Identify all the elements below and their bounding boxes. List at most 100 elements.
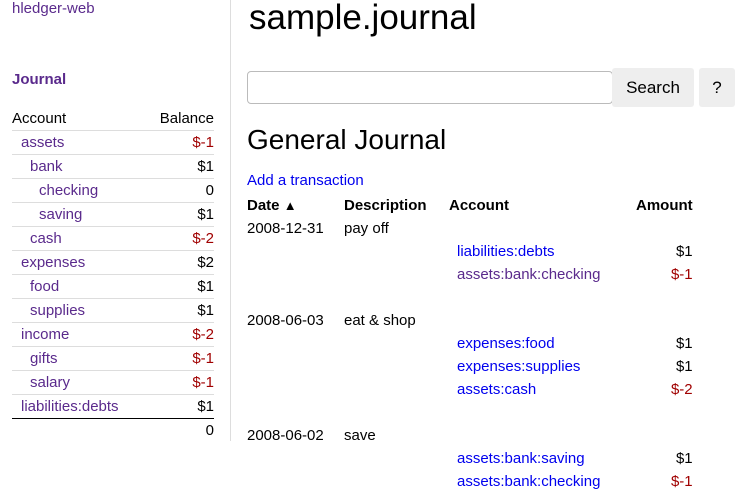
account-link[interactable]: supplies bbox=[30, 302, 86, 319]
posting-amount: $-2 bbox=[670, 381, 693, 398]
empty-cell bbox=[344, 378, 449, 401]
total-balance: 0 bbox=[145, 418, 214, 442]
transaction-date: 2008-06-02 bbox=[247, 427, 324, 444]
posting-account-cell: assets:bank:checking bbox=[449, 470, 636, 493]
posting-row: expenses:food $1 bbox=[247, 332, 693, 355]
account-cell: cash bbox=[12, 226, 146, 251]
account-header: Account bbox=[12, 110, 67, 127]
posting-account-cell: assets:bank:checking bbox=[449, 263, 636, 286]
account-cell: liabilities:debts bbox=[12, 394, 146, 419]
empty-cell bbox=[247, 263, 344, 286]
posting-account-link[interactable]: assets:bank:checking bbox=[457, 266, 601, 283]
empty-cell bbox=[344, 332, 449, 355]
search-button[interactable]: Search bbox=[612, 68, 694, 107]
date-header-label: Date bbox=[247, 197, 280, 214]
account-row: assets $-1 bbox=[12, 130, 214, 155]
date-header[interactable]: Date ▲ bbox=[247, 194, 344, 217]
posting-account-link[interactable]: expenses:supplies bbox=[457, 358, 581, 375]
search-input[interactable] bbox=[247, 71, 613, 104]
posting-account-link[interactable]: expenses:food bbox=[457, 335, 555, 352]
sidebar: hledger-web Journal Account Balance asse… bbox=[0, 0, 231, 442]
account-cell: checking bbox=[12, 178, 146, 203]
account-row: income $-2 bbox=[12, 322, 214, 347]
posting-account-cell: expenses:supplies bbox=[449, 355, 636, 378]
account-row: saving $1 bbox=[12, 202, 214, 227]
posting-amount: $1 bbox=[675, 335, 693, 352]
transaction-description: eat & shop bbox=[344, 312, 416, 329]
account-cell: saving bbox=[12, 202, 146, 227]
account-row: gifts $-1 bbox=[12, 346, 214, 371]
posting-row: assets:cash $-2 bbox=[247, 378, 693, 401]
account-link[interactable]: gifts bbox=[30, 350, 58, 367]
account-balance: 0 bbox=[145, 178, 214, 203]
posting-account-cell: expenses:food bbox=[449, 332, 636, 355]
account-cell: bank bbox=[12, 154, 146, 179]
posting-account-link[interactable]: assets:bank:checking bbox=[457, 473, 601, 490]
empty-cell bbox=[247, 240, 344, 263]
account-balance: $1 bbox=[145, 298, 214, 323]
posting-row: liabilities:debts $1 bbox=[247, 240, 693, 263]
empty-cell bbox=[247, 447, 344, 470]
transaction-date: 2008-06-03 bbox=[247, 312, 324, 329]
account-row: liabilities:debts $1 bbox=[12, 394, 214, 419]
account-balance: $-1 bbox=[145, 346, 214, 371]
empty-cell bbox=[344, 470, 449, 493]
transaction-date: 2008-12-31 bbox=[247, 220, 324, 237]
account-cell: gifts bbox=[12, 346, 146, 371]
account-link[interactable]: food bbox=[30, 278, 60, 295]
transaction-row: 2008-06-02 save bbox=[247, 424, 693, 447]
add-transaction-link[interactable]: Add a transaction bbox=[247, 172, 364, 189]
account-row: expenses $2 bbox=[12, 250, 214, 275]
empty-cell bbox=[247, 332, 344, 355]
transaction-description: pay off bbox=[344, 220, 389, 237]
brand-link[interactable]: hledger-web bbox=[12, 0, 95, 17]
posting-row: assets:bank:checking $-1 bbox=[247, 470, 693, 493]
account-balance: $-1 bbox=[145, 130, 214, 155]
posting-account-link[interactable]: assets:cash bbox=[457, 381, 537, 398]
account-link[interactable]: expenses bbox=[21, 254, 86, 271]
account-cell: supplies bbox=[12, 298, 146, 323]
account-link[interactable]: cash bbox=[30, 230, 62, 247]
account-header: Account bbox=[449, 197, 509, 214]
empty-cell bbox=[344, 263, 449, 286]
posting-row: assets:bank:saving $1 bbox=[247, 447, 693, 470]
account-link[interactable]: checking bbox=[39, 182, 99, 199]
transaction-row: 2008-12-31 pay off bbox=[247, 217, 693, 240]
balance-header: Balance bbox=[159, 110, 214, 127]
posting-amount: $-1 bbox=[670, 266, 693, 283]
total-row: 0 bbox=[12, 418, 214, 442]
help-button[interactable]: ? bbox=[699, 68, 735, 107]
spacer-row bbox=[247, 401, 693, 424]
posting-row: assets:bank:checking $-1 bbox=[247, 263, 693, 286]
posting-account-link[interactable]: liabilities:debts bbox=[457, 243, 555, 260]
chevron-up-icon: ▲ bbox=[283, 198, 297, 213]
posting-amount: $1 bbox=[675, 358, 693, 375]
transaction-description: save bbox=[344, 427, 376, 444]
account-link[interactable]: saving bbox=[39, 206, 83, 223]
total-label bbox=[12, 418, 146, 442]
account-link[interactable]: salary bbox=[30, 374, 71, 391]
account-balance: $-2 bbox=[145, 322, 214, 347]
posting-account-link[interactable]: assets:bank:saving bbox=[457, 450, 585, 467]
account-link[interactable]: assets bbox=[21, 134, 65, 151]
posting-account-cell: assets:cash bbox=[449, 378, 636, 401]
account-row: checking 0 bbox=[12, 178, 214, 203]
account-cell: salary bbox=[12, 370, 146, 395]
account-row: cash $-2 bbox=[12, 226, 214, 251]
journal-link[interactable]: Journal bbox=[12, 71, 67, 88]
account-cell: income bbox=[12, 322, 146, 347]
account-cell: assets bbox=[12, 130, 146, 155]
spacer bbox=[247, 401, 693, 424]
spacer bbox=[247, 286, 693, 309]
account-link[interactable]: income bbox=[21, 326, 70, 343]
account-row: food $1 bbox=[12, 274, 214, 299]
account-cell: food bbox=[12, 274, 146, 299]
account-row: supplies $1 bbox=[12, 298, 214, 323]
account-balance: $-2 bbox=[145, 226, 214, 251]
account-row: bank $1 bbox=[12, 154, 214, 179]
account-balance: $1 bbox=[145, 394, 214, 419]
posting-amount: $1 bbox=[675, 243, 693, 260]
account-link[interactable]: bank bbox=[30, 158, 63, 175]
posting-row: expenses:supplies $1 bbox=[247, 355, 693, 378]
account-link[interactable]: liabilities:debts bbox=[21, 398, 119, 415]
